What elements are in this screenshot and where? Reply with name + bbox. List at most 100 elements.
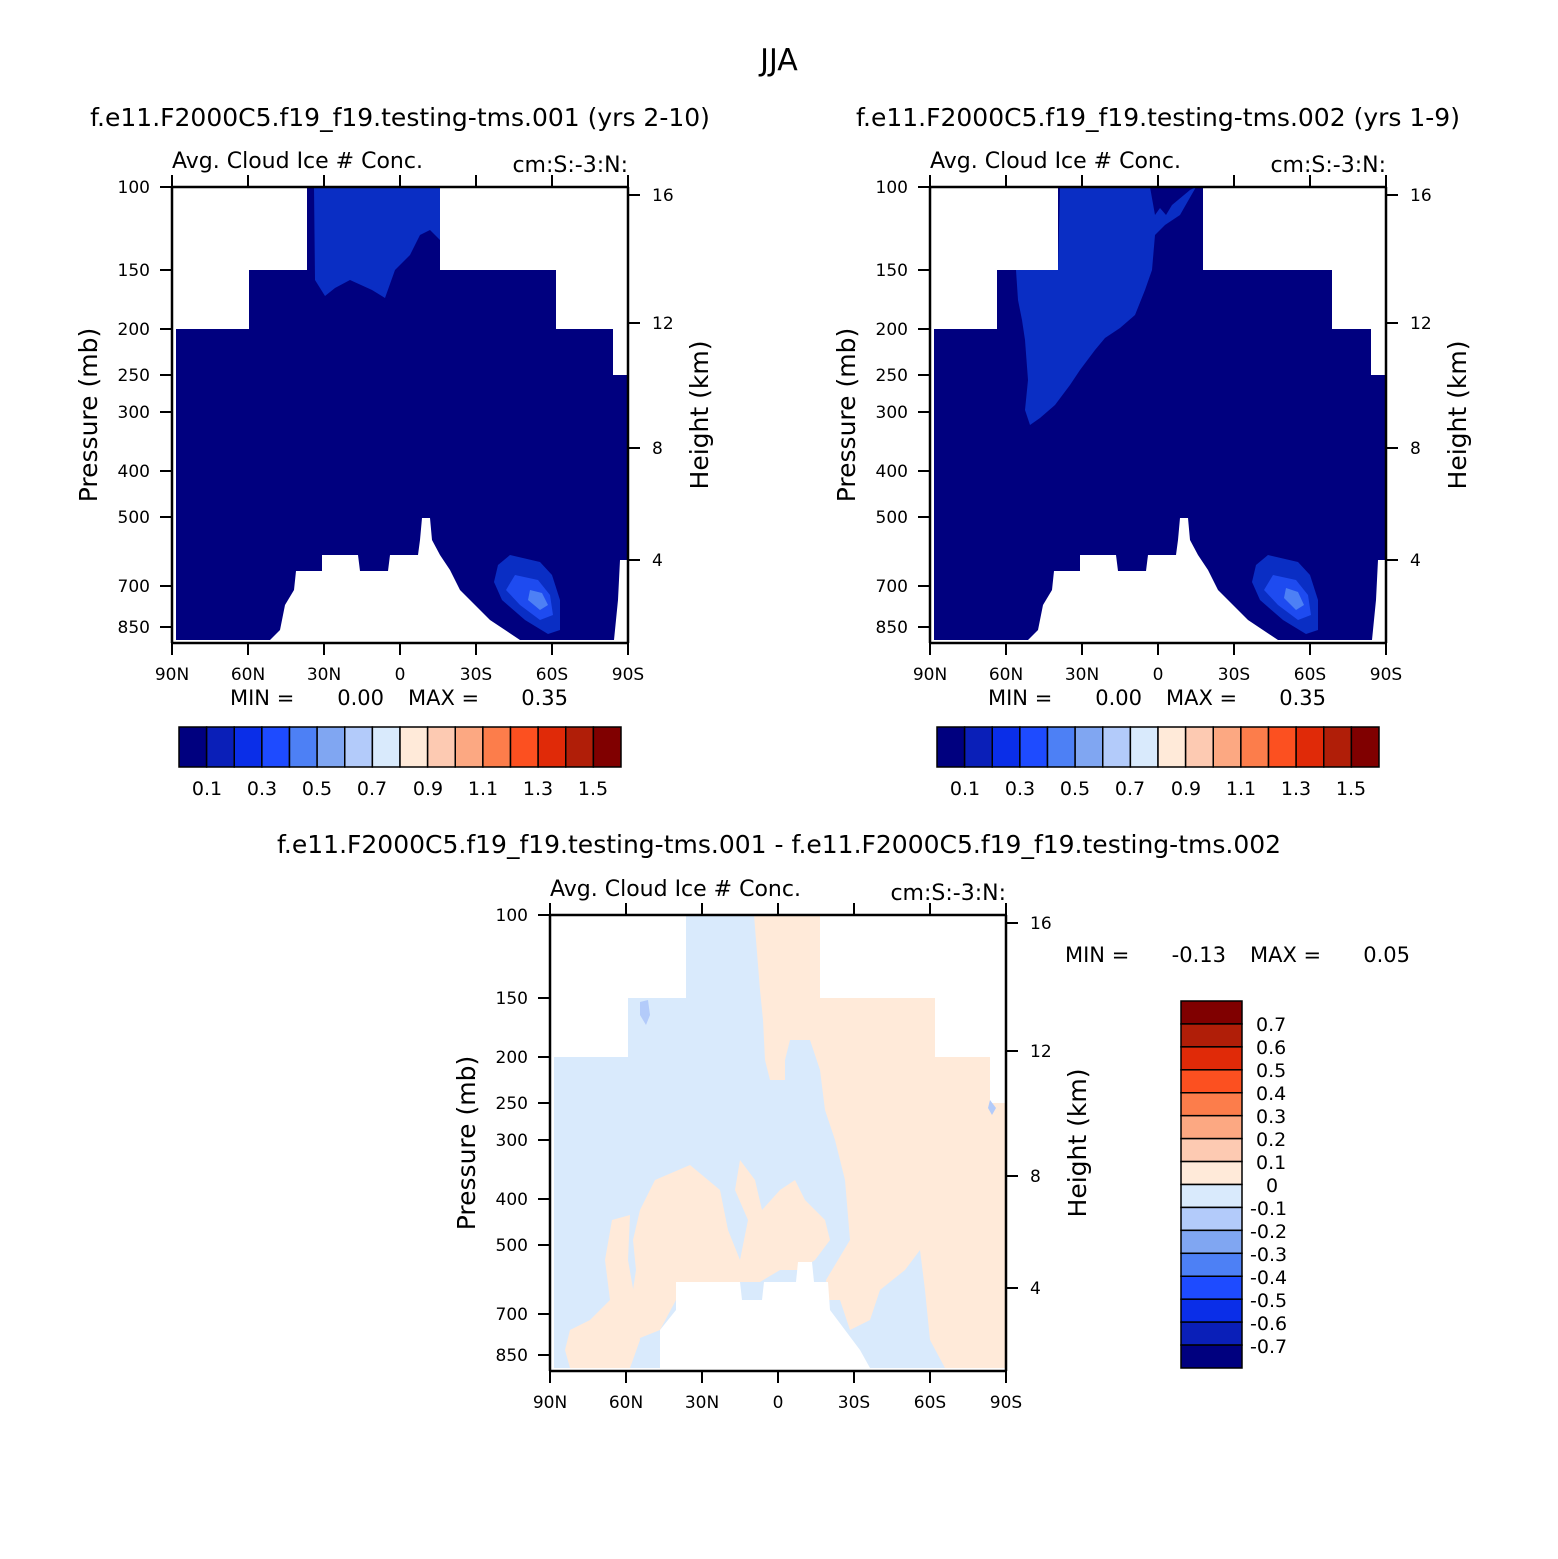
y2-tick-labels: 16 12 8 4 (1410, 186, 1432, 571)
colorbar-label: 0.3 (1005, 778, 1035, 800)
colorbar-swatch (1180, 1000, 1243, 1025)
min-value: -0.13 (1172, 943, 1226, 967)
colorbar-label: 0.2 (1256, 1129, 1286, 1151)
y2-tick-labels: 16 12 8 4 (1030, 914, 1052, 1299)
colorbar-label: 0.5 (1060, 778, 1090, 800)
x-tick-label: 0 (773, 1393, 784, 1413)
colorbar (936, 726, 1380, 768)
colorbar-swatch (1180, 1069, 1243, 1094)
colorbar-swatch (1046, 726, 1076, 768)
contour-fill-neg-0.2-0.1 (640, 1000, 650, 1025)
colorbar-label: 0.1 (950, 778, 980, 800)
x-tick-label: 90N (155, 665, 189, 685)
colorbar-label: 0.9 (1171, 778, 1201, 800)
x-tick-label: 60N (609, 1393, 643, 1413)
x-tick-labels: 90N 60N 30N 0 30S 60S 90S (913, 665, 1402, 685)
tick-marks (918, 175, 1398, 655)
colorbar-swatch (592, 726, 622, 768)
variable-title: Avg. Cloud Ice # Conc. (930, 149, 1181, 174)
colorbar-swatch (426, 726, 456, 768)
y2-tick-label: 16 (652, 186, 674, 206)
y2-axis-label: Height (km) (685, 341, 714, 490)
panel-top-right: f.e11.F2000C5.f19_f19.testing-tms.002 (y… (832, 103, 1472, 800)
colorbar-swatch (399, 726, 429, 768)
x-tick-label: 90N (913, 665, 947, 685)
contour-fill-pos-0-0.1-east (754, 915, 1006, 1368)
plot-area (172, 187, 628, 643)
min-label: MIN = (230, 686, 294, 710)
x-tick-labels: 90N 60N 30N 0 30S 60S 90S (533, 1393, 1022, 1413)
min-value: 0.00 (337, 686, 384, 710)
colorbar-label: 0.7 (1115, 778, 1145, 800)
colorbar-swatch (936, 726, 966, 768)
colorbar-label: 0.1 (192, 778, 222, 800)
colorbar-label: 0.5 (1256, 1060, 1286, 1082)
colorbar-label: 0.1 (1256, 1152, 1286, 1174)
units-label: cm:S:-3:N: (1270, 153, 1386, 178)
colorbar-label: 0.3 (1256, 1106, 1286, 1128)
colorbar (1180, 1000, 1243, 1369)
y2-tick-label: 12 (652, 314, 674, 334)
y2-tick-label: 4 (1410, 551, 1421, 571)
colorbar-label: -0.1 (1250, 1198, 1287, 1220)
max-label: MAX = (1166, 686, 1237, 710)
y-tick-label: 300 (496, 1131, 528, 1151)
colorbar-labels: 0.7 0.6 0.5 0.4 0.3 0.2 0.1 0 -0.1 -0.2 … (1250, 1014, 1287, 1358)
contour-fill-0.1-0.2-upper (314, 187, 440, 298)
colorbar-swatch (316, 726, 346, 768)
y-tick-label: 700 (876, 577, 908, 597)
y2-tick-label: 8 (652, 439, 663, 459)
colorbar-label: 0.9 (413, 778, 443, 800)
x-tick-label: 60N (231, 665, 265, 685)
x-tick-label: 30N (307, 665, 341, 685)
colorbar-label: -0.5 (1250, 1290, 1287, 1312)
y-tick-label: 400 (118, 462, 150, 482)
y-tick-label: 500 (118, 508, 150, 528)
plot-area (550, 915, 1006, 1371)
y-tick-label: 150 (118, 261, 150, 281)
colorbar-swatch (1019, 726, 1049, 768)
contour-fill-pos-0-0.1-west (565, 1215, 640, 1368)
colorbar-label: -0.6 (1250, 1313, 1287, 1335)
colorbar-label: 0 (1266, 1175, 1278, 1197)
max-label: MAX = (1250, 943, 1321, 967)
y-tick-label: 150 (496, 989, 528, 1009)
y-tick-labels: 100 150 200 250 300 400 500 700 850 (876, 178, 908, 638)
tick-marks (538, 903, 1018, 1383)
y-axis-label: Pressure (mb) (832, 328, 861, 502)
min-label: MIN = (988, 686, 1052, 710)
colorbar-swatch (1180, 1160, 1243, 1186)
y2-tick-label: 4 (1030, 1279, 1041, 1299)
colorbar-label: -0.4 (1250, 1267, 1287, 1289)
y-tick-label: 200 (118, 320, 150, 340)
y-tick-label: 100 (876, 178, 908, 198)
y-tick-label: 200 (876, 320, 908, 340)
colorbar-swatch (1180, 1252, 1243, 1277)
case-title: f.e11.F2000C5.f19_f19.testing-tms.002 (y… (856, 103, 1460, 132)
colorbar-swatch (1180, 1114, 1243, 1140)
x-tick-label: 90S (990, 1393, 1022, 1413)
colorbar-swatch (1267, 726, 1297, 768)
colorbar-swatch (1129, 726, 1159, 768)
x-tick-label: 30S (838, 1393, 870, 1413)
colorbar-swatch (233, 726, 263, 768)
max-value: 0.35 (521, 686, 568, 710)
max-label: MAX = (408, 686, 479, 710)
colorbar-label: -0.7 (1250, 1336, 1287, 1358)
y-tick-label: 250 (118, 366, 150, 386)
colorbar-label: 1.5 (1336, 778, 1366, 800)
colorbar-label: -0.3 (1250, 1244, 1287, 1266)
x-tick-label: 90S (1370, 665, 1402, 685)
colorbar-swatch (963, 726, 993, 768)
colorbar-swatch (1184, 726, 1214, 768)
max-value: 0.35 (1279, 686, 1326, 710)
colorbar-label: 0.4 (1256, 1083, 1286, 1105)
colorbar-swatch (1180, 1206, 1243, 1232)
y2-tick-labels: 16 12 8 4 (652, 186, 674, 571)
colorbar-swatch (454, 726, 484, 768)
colorbar-label: 1.3 (523, 778, 553, 800)
figure-title: JJA (758, 43, 798, 78)
colorbar-swatch (344, 726, 374, 768)
y-tick-labels: 100 150 200 250 300 400 500 700 850 (496, 906, 528, 1366)
